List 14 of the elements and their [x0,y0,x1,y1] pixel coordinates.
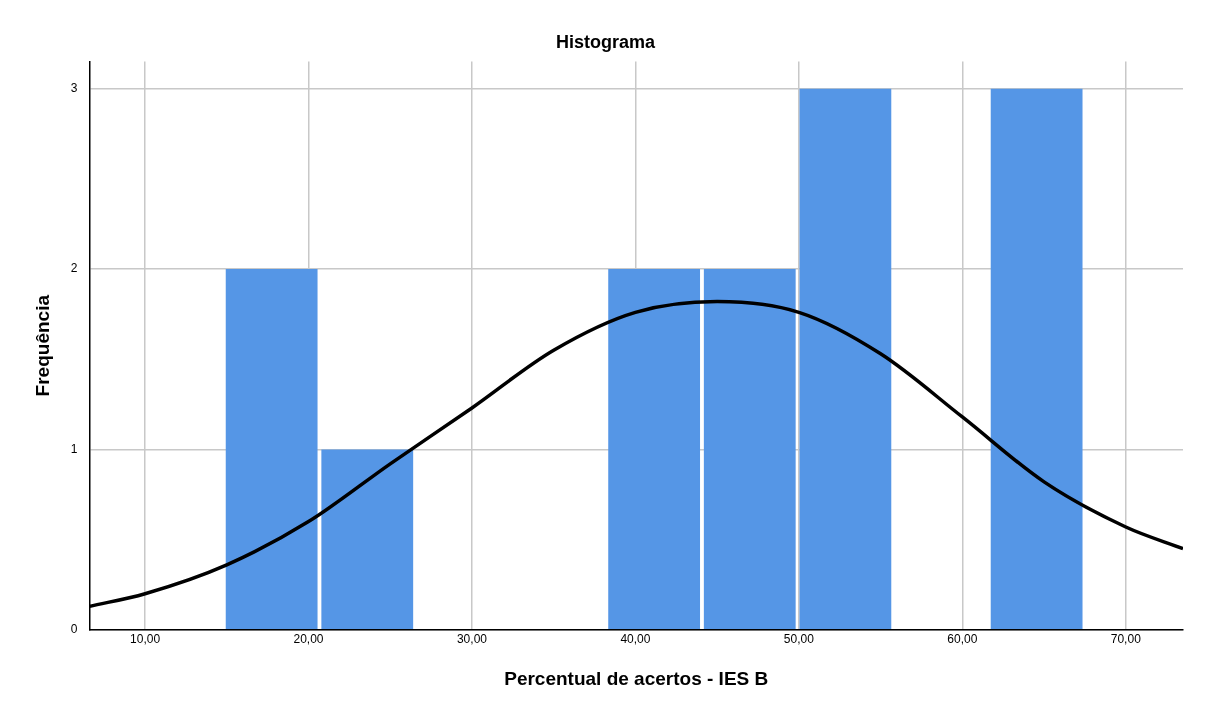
x-tick-label: 30,00 [456,632,488,647]
x-axis-title: Percentual de acertos - IES B [504,667,769,689]
y-tick-label: 1 [70,441,78,456]
x-tick-label: 70,00 [1110,632,1142,647]
x-tick-label: 40,00 [620,632,651,647]
x-tick-label: 60,00 [947,632,978,647]
y-tick-label: 0 [70,622,78,637]
y-tick-label: 2 [70,261,78,276]
x-tick-label: 50,00 [783,632,815,647]
x-tick-label: 10,00 [130,632,161,647]
x-tick-label: 20,00 [293,632,324,647]
y-axis-title: Frequência [31,294,53,397]
y-tick-label: 3 [70,80,78,95]
chart-title: Histograma [555,31,656,52]
